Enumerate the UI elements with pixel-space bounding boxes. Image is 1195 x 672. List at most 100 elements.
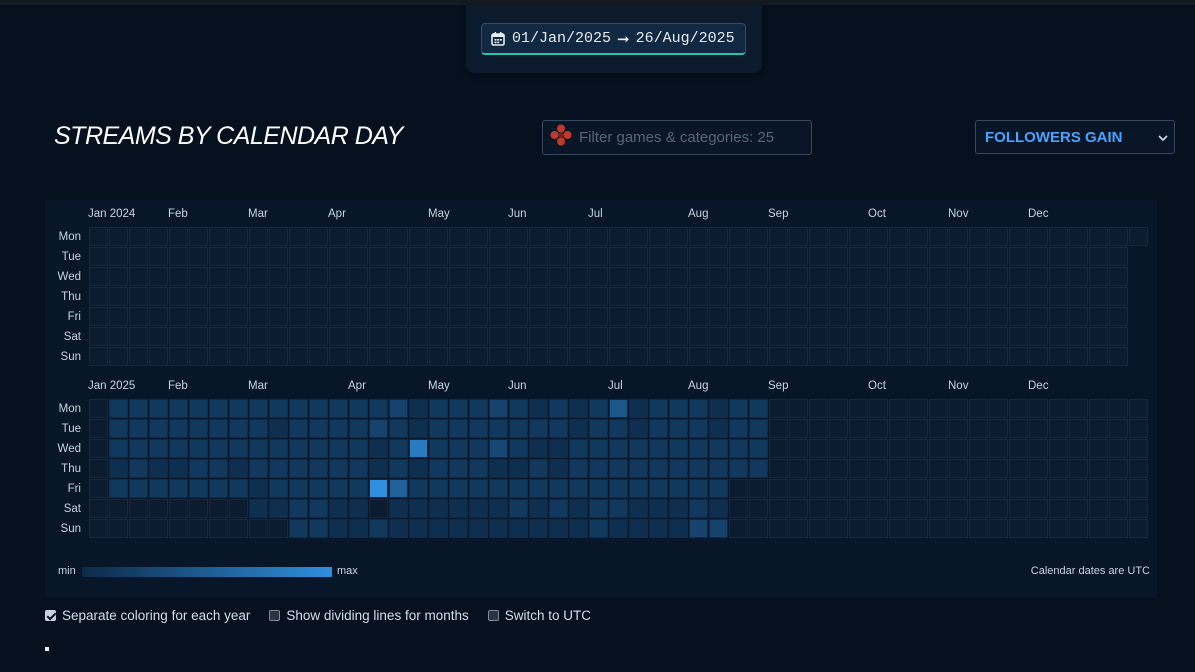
day-cell[interactable]	[629, 247, 648, 266]
day-cell[interactable]	[909, 499, 928, 518]
day-cell[interactable]	[989, 419, 1008, 438]
day-cell[interactable]	[989, 247, 1008, 266]
day-cell[interactable]	[849, 519, 868, 538]
day-cell-active[interactable]	[109, 399, 128, 418]
day-cell-active[interactable]	[569, 499, 588, 518]
day-cell[interactable]	[469, 287, 488, 306]
day-cell[interactable]	[129, 227, 148, 246]
day-cell-active[interactable]	[589, 439, 608, 458]
day-cell[interactable]	[969, 327, 988, 346]
day-cell[interactable]	[169, 227, 188, 246]
day-cell-active[interactable]	[709, 479, 728, 498]
day-cell[interactable]	[89, 347, 108, 366]
day-cell[interactable]	[169, 327, 188, 346]
day-cell-active[interactable]	[289, 499, 308, 518]
day-cell-active[interactable]	[149, 419, 168, 438]
day-cell-active[interactable]	[289, 439, 308, 458]
day-cell-active[interactable]	[609, 519, 628, 538]
day-cell[interactable]	[289, 287, 308, 306]
day-cell[interactable]	[849, 287, 868, 306]
day-cell[interactable]	[209, 519, 228, 538]
day-cell[interactable]	[1049, 519, 1068, 538]
day-cell[interactable]	[189, 347, 208, 366]
day-cell[interactable]	[949, 459, 968, 478]
day-cell-active[interactable]	[429, 499, 448, 518]
day-cell[interactable]	[909, 287, 928, 306]
day-cell[interactable]	[449, 267, 468, 286]
day-cell[interactable]	[229, 499, 248, 518]
day-cell-active[interactable]	[449, 419, 468, 438]
day-cell[interactable]	[1009, 287, 1028, 306]
day-cell[interactable]	[1069, 419, 1088, 438]
day-cell[interactable]	[969, 419, 988, 438]
day-cell-active[interactable]	[209, 479, 228, 498]
day-cell[interactable]	[689, 247, 708, 266]
day-cell-active[interactable]	[749, 459, 768, 478]
day-cell-active[interactable]	[649, 439, 668, 458]
day-cell[interactable]	[929, 519, 948, 538]
day-cell-active[interactable]	[689, 499, 708, 518]
day-cell-active[interactable]	[149, 439, 168, 458]
day-cell[interactable]	[829, 247, 848, 266]
day-cell[interactable]	[409, 347, 428, 366]
day-cell-active[interactable]	[269, 399, 288, 418]
day-cell[interactable]	[549, 347, 568, 366]
day-cell[interactable]	[509, 327, 528, 346]
day-cell-active[interactable]	[109, 419, 128, 438]
day-cell-active[interactable]	[669, 499, 688, 518]
day-cell[interactable]	[1089, 287, 1108, 306]
day-cell-active[interactable]	[189, 479, 208, 498]
day-cell[interactable]	[949, 327, 968, 346]
day-cell-active[interactable]	[429, 419, 448, 438]
day-cell[interactable]	[289, 227, 308, 246]
day-cell[interactable]	[309, 287, 328, 306]
day-cell[interactable]	[949, 227, 968, 246]
day-cell[interactable]	[949, 347, 968, 366]
day-cell[interactable]	[249, 327, 268, 346]
day-cell[interactable]	[289, 267, 308, 286]
day-cell[interactable]	[449, 287, 468, 306]
day-cell[interactable]	[89, 399, 108, 418]
day-cell[interactable]	[1009, 499, 1028, 518]
day-cell[interactable]	[509, 267, 528, 286]
day-cell-active[interactable]	[189, 459, 208, 478]
day-cell[interactable]	[169, 307, 188, 326]
day-cell[interactable]	[109, 519, 128, 538]
day-cell[interactable]	[369, 347, 388, 366]
day-cell[interactable]	[409, 227, 428, 246]
day-cell[interactable]	[189, 227, 208, 246]
day-cell[interactable]	[1049, 227, 1068, 246]
day-cell-active[interactable]	[409, 439, 428, 458]
day-cell-active[interactable]	[229, 399, 248, 418]
day-cell[interactable]	[649, 247, 668, 266]
day-cell-active[interactable]	[749, 439, 768, 458]
day-cell[interactable]	[889, 479, 908, 498]
day-cell-active[interactable]	[209, 399, 228, 418]
day-cell[interactable]	[189, 327, 208, 346]
day-cell[interactable]	[1089, 247, 1108, 266]
day-cell[interactable]	[89, 247, 108, 266]
day-cell[interactable]	[1029, 399, 1048, 418]
day-cell-active[interactable]	[589, 399, 608, 418]
day-cell[interactable]	[929, 459, 948, 478]
day-cell[interactable]	[889, 327, 908, 346]
day-cell[interactable]	[709, 327, 728, 346]
day-cell-active[interactable]	[349, 499, 368, 518]
day-cell[interactable]	[1089, 439, 1108, 458]
day-cell[interactable]	[789, 247, 808, 266]
day-cell[interactable]	[889, 399, 908, 418]
day-cell[interactable]	[909, 347, 928, 366]
day-cell[interactable]	[889, 267, 908, 286]
day-cell[interactable]	[829, 327, 848, 346]
day-cell-active[interactable]	[589, 419, 608, 438]
day-cell[interactable]	[929, 499, 948, 518]
day-cell[interactable]	[589, 327, 608, 346]
day-cell-active[interactable]	[689, 439, 708, 458]
filter-input[interactable]	[579, 129, 809, 146]
day-cell[interactable]	[149, 499, 168, 518]
day-cell[interactable]	[909, 327, 928, 346]
day-cell[interactable]	[829, 519, 848, 538]
day-cell-active[interactable]	[349, 479, 368, 498]
day-cell[interactable]	[789, 519, 808, 538]
day-cell[interactable]	[129, 347, 148, 366]
